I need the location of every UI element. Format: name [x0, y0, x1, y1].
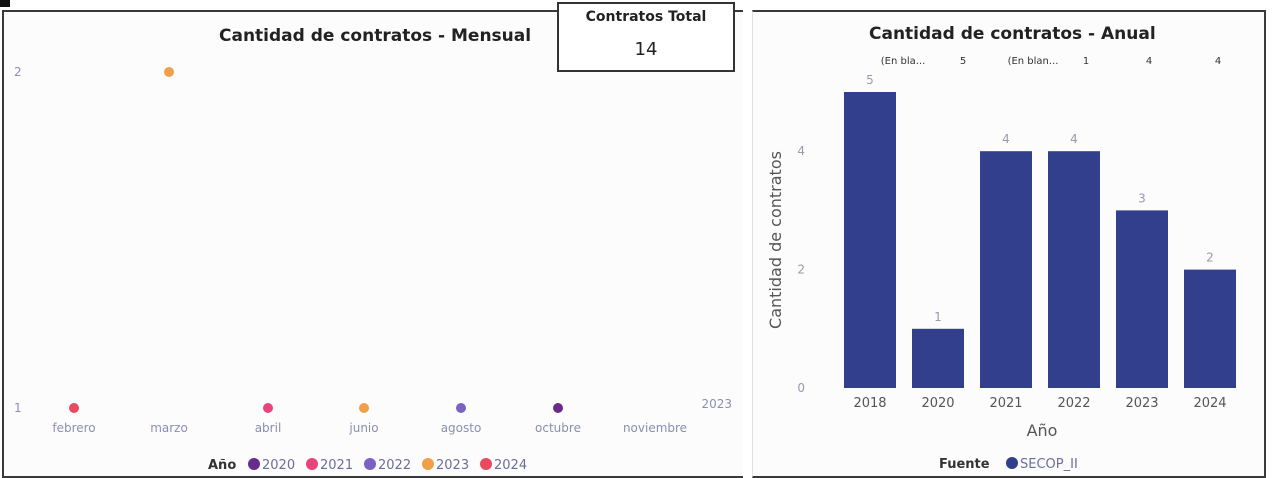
data-point	[456, 403, 466, 413]
kpi-value: 14	[634, 39, 658, 60]
x-tick-label: junio	[348, 421, 378, 435]
x-tick-label: 2020	[921, 396, 954, 411]
x-tick-label: 2018	[853, 396, 886, 411]
bar	[1184, 269, 1236, 388]
data-point	[553, 403, 563, 413]
top-row-label: (En blan...	[1008, 56, 1059, 67]
kpi-label: Contratos Total	[585, 9, 707, 25]
x-tick-label: abril	[255, 421, 282, 435]
bar-value-label: 2	[1206, 251, 1214, 265]
monthly-chart: 1 2 febrero marzo abril junio agosto octubre nov…	[14, 65, 732, 473]
bar-value-label: 4	[1070, 132, 1078, 146]
x-tick-label: agosto	[441, 421, 482, 435]
legend-item: 2020	[262, 458, 295, 473]
bar	[912, 328, 964, 388]
top-row-label: 4	[1146, 56, 1152, 67]
monthly-chart-title: Cantidad de contratos - Mensual	[219, 26, 532, 46]
x-tick-label: octubre	[535, 421, 581, 435]
legend-title: Fuente	[939, 457, 990, 472]
data-point	[359, 403, 369, 413]
x-tick-label: febrero	[52, 421, 95, 435]
legend-marker	[1006, 457, 1018, 469]
top-row-label: (En bla...	[881, 56, 926, 67]
bar	[1048, 151, 1100, 388]
y-tick-label: 4	[797, 144, 805, 158]
data-point	[164, 67, 174, 77]
overflow-label: 2023	[701, 397, 732, 411]
legend-item: 2022	[378, 458, 411, 473]
panel-divider	[745, 10, 751, 478]
y-tick-label: 2	[14, 65, 22, 79]
legend-item: SECOP_II	[1020, 457, 1078, 472]
bar-value-label: 5	[866, 73, 874, 87]
bar-value-label: 4	[1002, 132, 1010, 146]
legend-title: Año	[208, 458, 236, 473]
legend-marker	[248, 458, 260, 470]
legend-marker	[364, 458, 376, 470]
data-point	[263, 403, 273, 413]
y-tick-label: 2	[797, 263, 805, 277]
x-tick-label: noviembre	[623, 421, 687, 435]
x-tick-label: 2023	[1125, 396, 1158, 411]
legend-item: 2023	[436, 458, 469, 473]
data-point	[69, 403, 79, 413]
legend-item: 2021	[320, 458, 353, 473]
bar	[1116, 210, 1168, 388]
annual-chart-panel: Cantidad de contratos - Anual (En bla...…	[752, 10, 1266, 478]
x-tick-label: 2021	[989, 396, 1022, 411]
x-tick-label: 2022	[1057, 396, 1090, 411]
legend-marker	[480, 458, 492, 470]
monthly-chart-panel: Cantidad de contratos - Mensual 1 2 febrer…	[2, 10, 743, 478]
page-heading-fragment	[0, 0, 10, 7]
top-row-label: 1	[1083, 56, 1089, 67]
top-row-label: 4	[1215, 56, 1221, 67]
legend-marker	[306, 458, 318, 470]
x-axis-label: Año	[1027, 421, 1058, 440]
legend-item: 2024	[494, 458, 527, 473]
bar-value-label: 3	[1138, 191, 1146, 205]
x-tick-label: 2024	[1193, 396, 1226, 411]
bar	[980, 151, 1032, 388]
kpi-card-total-contracts[interactable]: Contratos Total 14	[557, 2, 735, 72]
top-row-label: 5	[960, 56, 966, 67]
y-axis-label: Cantidad de contratos	[766, 151, 785, 329]
y-tick-label: 0	[797, 381, 805, 395]
annual-chart: (En bla... 5 (En blan... 1 4 4 0 2 4 Cantidad de …	[766, 56, 1236, 472]
bar	[844, 92, 896, 388]
bar-value-label: 1	[934, 310, 942, 324]
x-tick-label: marzo	[150, 421, 188, 435]
legend-marker	[422, 458, 434, 470]
annual-chart-title: Cantidad de contratos - Anual	[869, 24, 1156, 44]
y-tick-label: 1	[14, 401, 22, 415]
